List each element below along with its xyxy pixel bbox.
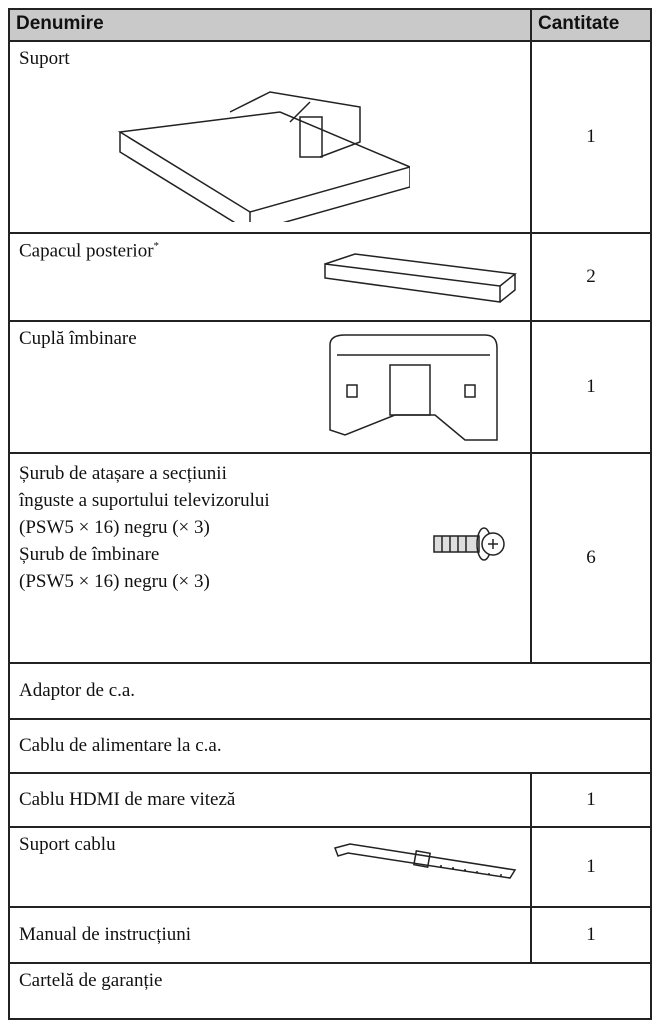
name-cell: Cartelă de garanție — [8, 962, 652, 1020]
row: Cablu HDMI de mare viteză 1 — [8, 772, 652, 828]
footnote-mark: * — [153, 240, 160, 252]
text-line: (PSW5 × 16) negru (× 3) — [19, 571, 210, 592]
name-cell: Capacul posterior* — [8, 232, 532, 322]
quantity-cell: 1 — [530, 906, 652, 964]
text-line: Șurub de îmbinare — [19, 544, 160, 565]
row: Suport 1 — [8, 40, 652, 234]
quantity: 2 — [586, 266, 596, 287]
row: Cablu de alimentare la c.a. — [8, 718, 652, 774]
quantity: 6 — [586, 547, 596, 568]
item-name: Suport — [19, 48, 70, 69]
row: Manual de instrucțiuni 1 — [8, 906, 652, 964]
quantity: 1 — [586, 789, 596, 810]
quantity: 1 — [586, 126, 596, 147]
row: Suport cablu 1 — [8, 826, 652, 908]
row: Cartelă de garanție — [8, 962, 652, 1020]
text-line: (PSW5 × 16) negru (× 3) — [19, 517, 210, 538]
column-header: Denumire — [8, 8, 532, 42]
item-name: Capacul posterior — [19, 240, 154, 262]
item-name: Cablu de alimentare la c.a. — [19, 735, 222, 756]
joint-illustration — [329, 334, 498, 441]
row: Capacul posterior* 2 — [8, 232, 652, 322]
item-name: Suport cablu — [19, 834, 116, 855]
row: Șurub de atașare a secțiunii înguste a s… — [8, 452, 652, 664]
name-cell: Cuplă îmbinare — [8, 320, 532, 454]
row: Adaptor de c.a. — [8, 662, 652, 720]
quantity-cell: 1 — [530, 772, 652, 828]
contents-table: Denumire Cantitate Suport 1 Capacul post… — [8, 8, 652, 1020]
header-row: Denumire Cantitate — [8, 8, 652, 42]
quantity-cell: 6 — [530, 452, 652, 664]
item-name: Cartelă de garanție — [19, 970, 163, 991]
item-name: Manual de instrucțiuni — [19, 924, 192, 945]
item-name: Cablu HDMI de mare viteză — [19, 789, 236, 810]
quantity-cell: 2 — [530, 232, 652, 322]
name-cell: Suport — [8, 40, 532, 234]
text-line: înguste a suportului televizorului — [19, 490, 270, 511]
quantity-cell: 1 — [530, 320, 652, 454]
name-cell: Cablu HDMI de mare viteză — [8, 772, 532, 828]
quantity-cell: 1 — [530, 40, 652, 234]
item-name: Cuplă îmbinare — [19, 328, 137, 349]
text-line: Șurub de atașare a secțiunii — [19, 463, 227, 484]
quantity-cell: 1 — [530, 826, 652, 908]
name-cell: Suport cablu — [8, 826, 532, 908]
screw-illustration — [433, 527, 505, 561]
name-cell: Adaptor de c.a. — [8, 662, 652, 720]
quantity: 1 — [586, 376, 596, 397]
row: Cuplă îmbinare 1 — [8, 320, 652, 454]
stand-illustration — [117, 91, 410, 222]
quantity: 1 — [586, 856, 596, 877]
name-cell: Șurub de atașare a secțiunii înguste a s… — [8, 452, 532, 664]
name-cell: Manual de instrucțiuni — [8, 906, 532, 964]
cable-holder-illustration — [334, 843, 517, 879]
cover-illustration — [324, 253, 517, 303]
item-name: Adaptor de c.a. — [19, 680, 136, 701]
column-header: Cantitate — [530, 8, 652, 42]
name-cell: Cablu de alimentare la c.a. — [8, 718, 652, 774]
quantity: 1 — [586, 924, 596, 945]
